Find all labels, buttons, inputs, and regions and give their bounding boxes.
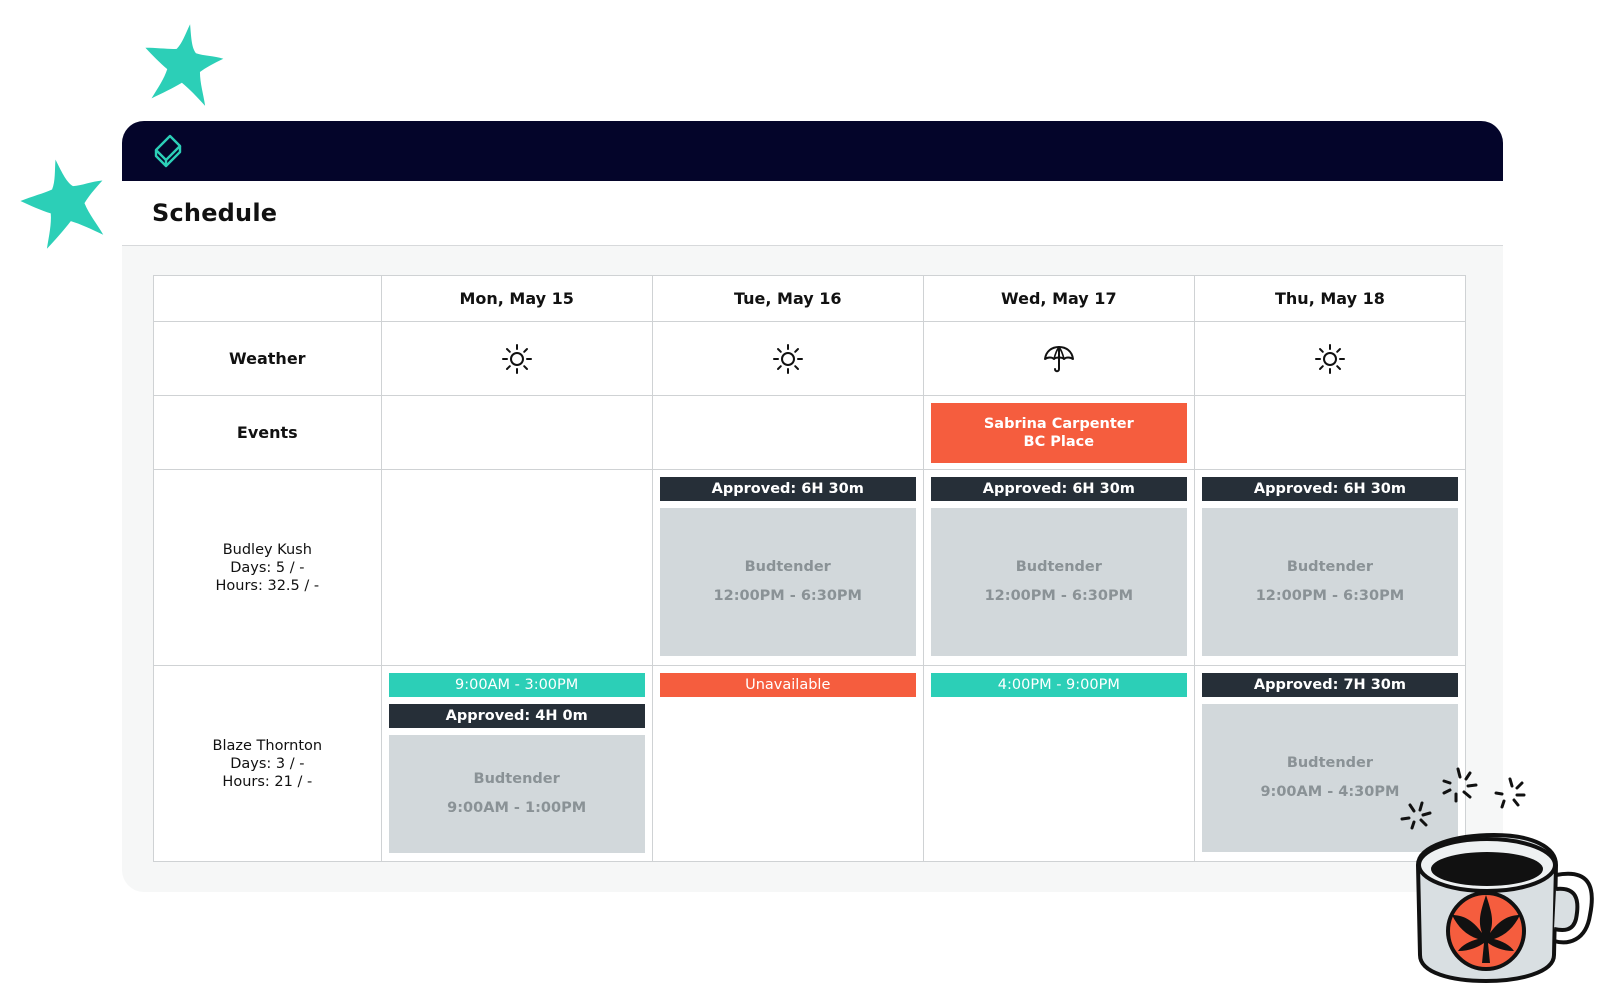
weather-cell-thu [1193,321,1467,396]
shift-role: Budtender [1286,755,1374,771]
staff-name[interactable]: Blaze Thornton [212,737,323,754]
sun-icon [501,343,532,374]
shift-cell-thu: Approved: 6H 30m Budtender 12:00PM - 6:3… [1193,469,1467,666]
star-decoration-icon [20,159,104,249]
weather-row: Weather [153,321,1467,396]
availability-bar: 9:00AM - 3:00PM [388,673,645,697]
shift-time: 12:00PM - 6:30PM [984,588,1134,604]
shift-cell-mon: 9:00AM - 3:00PM Approved: 4H 0m Budtende… [380,665,653,862]
shift-cell-wed: Approved: 6H 30m Budtender 12:00PM - 6:3… [922,469,1195,666]
staff-label: Budley Kush Days: 5 / - Hours: 32.5 / - [153,469,382,666]
approved-bar: Approved: 6H 30m [659,477,916,501]
shift-block[interactable]: Budtender 9:00AM - 4:30PM [1201,704,1458,852]
shift-role: Budtender [1015,559,1102,575]
schedule-grid: Mon, May 15 Tue, May 16 Wed, May 17 Thu,… [153,275,1467,862]
unavailable-bar: Unavailable [659,673,916,697]
events-label: Events [153,395,382,470]
events-row: Events Sabrina Carpenter BC Place [153,395,1467,470]
shift-cell-wed[interactable]: 4:00PM - 9:00PM [922,665,1195,862]
shift-time: 9:00AM - 1:00PM [447,800,587,816]
approved-bar: Approved: 7H 30m [1201,673,1458,697]
availability-bar: 4:00PM - 9:00PM [930,673,1187,697]
umbrella-icon [1043,345,1074,372]
shift-cell-mon[interactable] [380,469,653,666]
day-header-row: Mon, May 15 Tue, May 16 Wed, May 17 Thu,… [153,275,1467,322]
page-title: Schedule [152,199,278,227]
sun-icon [772,343,803,374]
approved-bar: Approved: 6H 30m [930,477,1187,501]
sun-icon [1314,343,1345,374]
weather-cell-wed [922,321,1195,396]
shift-role: Budtender [473,771,560,787]
events-cell-tue[interactable] [651,395,924,470]
event-title: Sabrina Carpenter [983,415,1134,432]
shift-time: 12:00PM - 6:30PM [1255,588,1405,604]
star-decoration-icon [145,24,224,106]
coffee-mug-illustration-icon [1400,767,1594,984]
staff-row-blaze-thornton: Blaze Thornton Days: 3 / - Hours: 21 / -… [153,665,1467,862]
staff-hours: Hours: 32.5 / - [215,577,320,594]
events-cell-mon[interactable] [380,395,653,470]
staff-label: Blaze Thornton Days: 3 / - Hours: 21 / - [153,665,382,862]
shift-cell-tue[interactable]: Unavailable [651,665,924,862]
approved-bar: Approved: 4H 0m [388,704,645,728]
staff-hours: Hours: 21 / - [222,773,313,790]
weather-cell-mon [380,321,653,396]
event-card[interactable]: Sabrina Carpenter BC Place [930,402,1187,463]
staff-name[interactable]: Budley Kush [222,541,312,558]
staff-days: Days: 5 / - [230,559,305,576]
shift-block[interactable]: Budtender 12:00PM - 6:30PM [930,508,1187,656]
app-window: Schedule Mon, May 15 Tue, May 16 Wed, Ma… [122,121,1503,892]
app-logo-icon[interactable] [152,133,184,169]
shift-cell-thu: Approved: 7H 30m Budtender 9:00AM - 4:30… [1193,665,1467,862]
day-header-mon: Mon, May 15 [380,275,653,322]
day-header-thu: Thu, May 18 [1193,275,1467,322]
shift-role: Budtender [1286,559,1374,575]
day-header-wed: Wed, May 17 [922,275,1195,322]
event-venue: BC Place [1023,433,1095,450]
day-header-tue: Tue, May 16 [651,275,924,322]
weather-cell-tue [651,321,924,396]
events-cell-thu[interactable] [1193,395,1467,470]
top-bar [122,121,1503,181]
shift-time: 12:00PM - 6:30PM [713,588,862,604]
shift-cell-tue: Approved: 6H 30m Budtender 12:00PM - 6:3… [651,469,924,666]
shift-role: Budtender [744,559,831,575]
shift-time: 9:00AM - 4:30PM [1260,784,1400,800]
staff-row-budley-kush: Budley Kush Days: 5 / - Hours: 32.5 / - … [153,469,1467,666]
staff-days: Days: 3 / - [230,755,305,772]
corner-cell [153,275,382,322]
shift-block[interactable]: Budtender 9:00AM - 1:00PM [388,735,645,853]
shift-block[interactable]: Budtender 12:00PM - 6:30PM [1201,508,1458,656]
shift-block[interactable]: Budtender 12:00PM - 6:30PM [659,508,916,656]
approved-bar: Approved: 6H 30m [1201,477,1458,501]
title-bar: Schedule [122,181,1503,246]
events-cell-wed: Sabrina Carpenter BC Place [922,395,1195,470]
weather-label: Weather [153,321,382,396]
